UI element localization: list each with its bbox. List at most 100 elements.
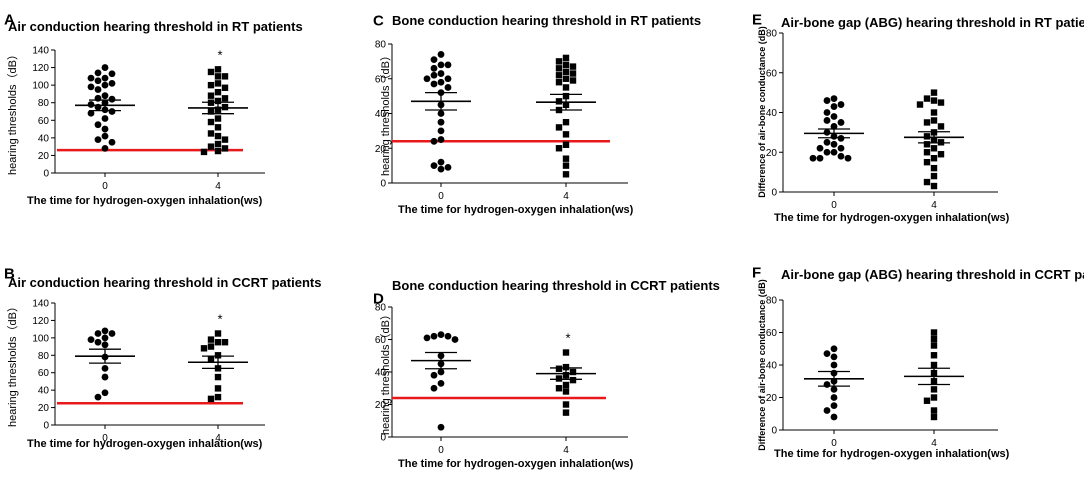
- data-point-circle: [451, 336, 459, 343]
- data-point-circle: [437, 136, 445, 143]
- data-point-square: [555, 365, 563, 372]
- data-point-circle: [823, 109, 831, 116]
- data-point-circle: [837, 152, 845, 160]
- y-tick-label: 40: [38, 133, 50, 144]
- data-point-square: [923, 95, 931, 102]
- x-tick-label: 4: [563, 191, 569, 202]
- panel-label: C: [373, 12, 384, 29]
- data-point-square: [930, 182, 938, 190]
- data-point-circle: [830, 353, 838, 361]
- data-point-circle: [444, 332, 452, 340]
- data-point-square: [562, 363, 570, 371]
- data-point-circle: [823, 381, 831, 388]
- y-tick-label: 40: [766, 361, 778, 372]
- y-tick-label: 60: [766, 68, 778, 79]
- data-point-square: [221, 339, 229, 346]
- panel-label: E: [752, 11, 762, 28]
- data-point-square: [930, 89, 938, 96]
- data-point-circle: [430, 332, 438, 340]
- data-point-circle: [437, 127, 445, 135]
- y-tick-label: 0: [380, 179, 386, 190]
- data-point-circle: [101, 364, 109, 372]
- data-point-circle: [101, 334, 109, 342]
- y-axis-label: hearing thresholds（dB）: [6, 49, 19, 175]
- y-tick-label: 40: [38, 386, 50, 397]
- y-axis-label: hearing thresholds（dB）: [379, 50, 392, 176]
- data-point-square: [555, 145, 563, 152]
- x-axis-label: The time for hydrogen-oxygen inhalation(…: [774, 448, 1010, 460]
- data-point-circle: [437, 368, 445, 376]
- data-point-square: [569, 77, 577, 84]
- y-tick-label: 20: [375, 144, 387, 155]
- chart-panel-d: D Bone conduction hearing threshold in CC…: [373, 278, 720, 470]
- data-point-circle: [430, 64, 438, 72]
- data-point-square: [555, 65, 563, 72]
- data-point-square: [214, 140, 222, 148]
- y-axis-label: hearing thresholds（dB）: [379, 309, 392, 435]
- data-point-square: [930, 155, 938, 162]
- data-point-circle: [823, 148, 831, 156]
- data-point-square: [562, 75, 570, 82]
- data-point-square: [562, 155, 570, 162]
- significance-marker: *: [217, 47, 222, 62]
- chart-title: Bone conduction hearing threshold in CCR…: [392, 278, 720, 293]
- data-point-circle: [830, 148, 838, 156]
- data-point-square: [214, 97, 222, 105]
- y-tick-label: 40: [766, 108, 778, 119]
- data-point-square: [207, 343, 215, 350]
- data-point-square: [937, 123, 945, 130]
- data-point-square: [214, 147, 222, 155]
- data-point-square: [200, 345, 208, 352]
- y-tick-label: 40: [375, 368, 387, 379]
- data-point-square: [207, 118, 215, 126]
- data-point-square: [930, 361, 938, 369]
- data-point-circle: [444, 84, 452, 91]
- data-point-circle: [444, 163, 452, 171]
- data-point-square: [555, 385, 563, 392]
- data-point-circle: [87, 74, 95, 82]
- data-point-square: [562, 61, 570, 69]
- y-axis-label: Difference of air-bone conductance (dB): [757, 279, 767, 451]
- x-axis-label: The time for hydrogen-oxygen inhalation(…: [398, 204, 634, 216]
- data-point-circle: [830, 140, 838, 148]
- data-point-square: [930, 407, 938, 414]
- data-point-square: [562, 388, 570, 395]
- data-point-circle: [430, 371, 438, 379]
- x-axis-label: The time for hydrogen-oxygen inhalation(…: [27, 195, 263, 207]
- y-tick-label: 20: [766, 393, 778, 404]
- data-point-square: [562, 118, 570, 126]
- data-point-circle: [94, 330, 102, 337]
- data-point-square: [562, 171, 570, 178]
- data-point-circle: [437, 110, 445, 117]
- panel-label: B: [4, 265, 15, 282]
- data-point-circle: [437, 70, 445, 77]
- data-point-circle: [101, 341, 109, 349]
- data-point-circle: [430, 71, 438, 79]
- x-tick-label: 0: [438, 191, 444, 202]
- data-point-square: [562, 68, 570, 75]
- data-point-circle: [830, 361, 838, 369]
- x-tick-label: 0: [831, 438, 837, 449]
- data-point-circle: [94, 86, 102, 93]
- data-point-square: [555, 98, 563, 105]
- data-point-circle: [87, 83, 95, 91]
- data-point-square: [930, 352, 938, 359]
- data-point-circle: [108, 330, 116, 337]
- y-tick-label: 0: [380, 433, 386, 444]
- data-point-circle: [101, 132, 109, 140]
- data-point-square: [569, 368, 577, 376]
- data-point-square: [562, 349, 570, 356]
- data-point-square: [207, 395, 215, 403]
- data-point-circle: [87, 336, 95, 343]
- x-tick-label: 0: [438, 445, 444, 456]
- data-point-square: [214, 373, 222, 381]
- data-point-circle: [101, 389, 109, 397]
- data-point-circle: [108, 79, 116, 87]
- data-point-square: [930, 109, 938, 116]
- data-point-circle: [816, 144, 824, 152]
- data-point-square: [221, 95, 229, 102]
- data-point-square: [221, 73, 229, 80]
- y-tick-label: 40: [375, 109, 387, 120]
